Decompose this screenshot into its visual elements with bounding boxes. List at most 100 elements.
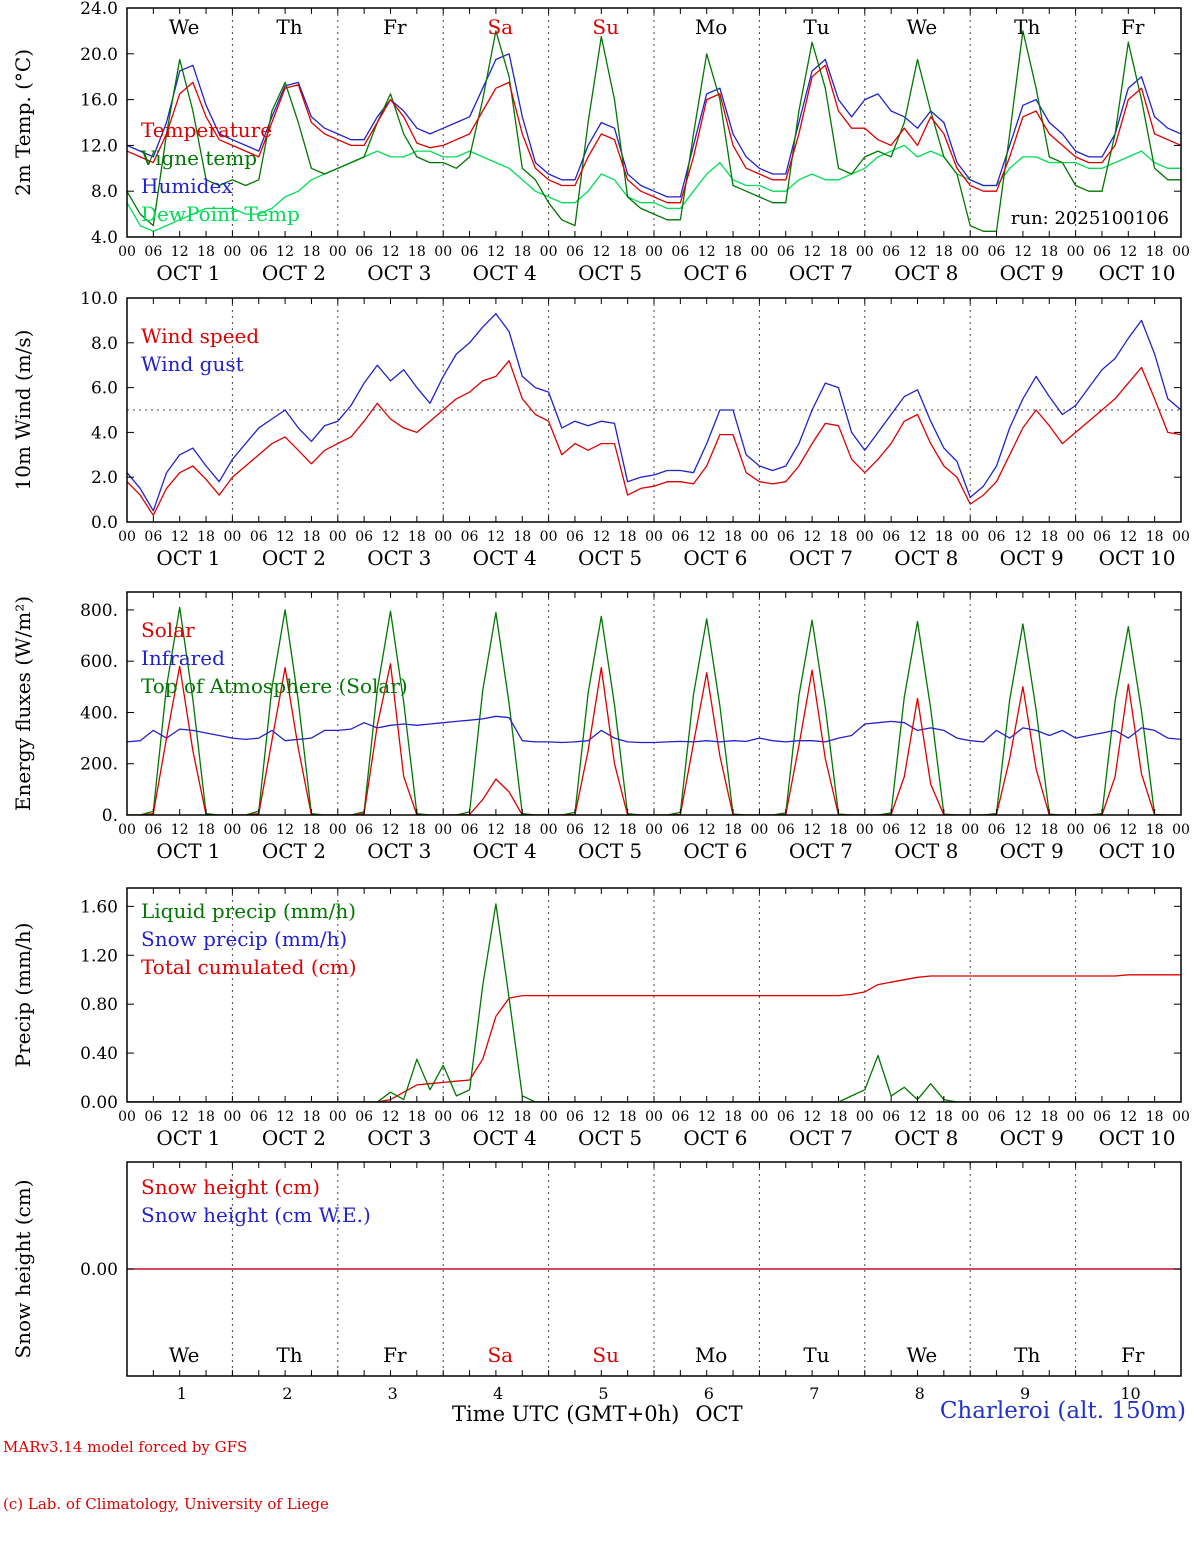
hour-label: 12 — [698, 822, 716, 838]
hour-label: 00 — [750, 244, 768, 260]
hour-label: 12 — [382, 529, 400, 545]
weekday-label: Mo — [695, 15, 728, 39]
weekday-label: Th — [1014, 15, 1040, 39]
hour-label: 06 — [988, 822, 1006, 838]
y-tick-label: 6.0 — [91, 379, 118, 399]
weekday-label: Sa — [487, 15, 513, 39]
hour-label: 00 — [118, 822, 136, 838]
hour-label: 18 — [1040, 822, 1058, 838]
hour-label: 00 — [329, 529, 347, 545]
hour-label: 00 — [118, 1109, 136, 1125]
run-label: run: 2025100106 — [1011, 208, 1169, 229]
day-label: OCT 8 — [894, 1126, 958, 1150]
day-number-label: 4 — [493, 1384, 503, 1403]
y-tick-label: 2.0 — [91, 468, 118, 488]
day-label: OCT 2 — [262, 1126, 326, 1150]
hour-label: 12 — [1014, 244, 1032, 260]
hour-label: 06 — [144, 529, 162, 545]
hour-label: 12 — [1119, 822, 1137, 838]
hour-label: 18 — [1146, 1109, 1164, 1125]
hour-label: 12 — [1014, 1109, 1032, 1125]
day-label: OCT 10 — [1099, 261, 1176, 285]
weekday-label: Su — [592, 1343, 619, 1367]
day-label: OCT 7 — [789, 546, 853, 570]
hour-label: 12 — [171, 1109, 189, 1125]
hour-label: 00 — [540, 1109, 558, 1125]
hour-label: 12 — [382, 244, 400, 260]
hour-label: 06 — [461, 822, 479, 838]
hour-label: 00 — [1172, 1109, 1190, 1125]
hour-label: 18 — [513, 529, 531, 545]
hour-label: 06 — [882, 822, 900, 838]
y-tick-label: 8.0 — [91, 182, 118, 202]
hour-label: 06 — [144, 1109, 162, 1125]
weekday-label: Th — [1014, 1343, 1040, 1367]
day-label: OCT 6 — [683, 839, 747, 863]
credit-line-2: (c) Lab. of Climatology, University of L… — [3, 1495, 329, 1513]
hour-label: 18 — [197, 529, 215, 545]
series-top-of-atmosphere-solar- — [127, 606, 1181, 815]
day-label: OCT 10 — [1099, 839, 1176, 863]
hour-label: 18 — [935, 822, 953, 838]
day-number-label: 10 — [1120, 1384, 1140, 1403]
day-label: OCT 7 — [789, 1126, 853, 1150]
legend-entry: Wind gust — [141, 352, 244, 376]
series-vigne-temp — [127, 30, 1181, 232]
y-tick-label: 4.0 — [91, 228, 118, 248]
y-tick-label: 800. — [80, 601, 118, 621]
weekday-label: Fr — [1121, 15, 1145, 39]
hour-label: 06 — [988, 529, 1006, 545]
hour-label: 12 — [276, 1109, 294, 1125]
day-label: OCT 9 — [1000, 1126, 1064, 1150]
energy-series-group — [127, 606, 1181, 815]
weekday-label: We — [169, 1343, 200, 1367]
legend-entry: Top of Atmosphere (Solar) — [141, 674, 408, 698]
hour-label: 06 — [1093, 1109, 1111, 1125]
hour-label: 18 — [303, 529, 321, 545]
hour-label: 12 — [803, 1109, 821, 1125]
day-label: OCT 3 — [367, 261, 431, 285]
hour-label: 12 — [487, 529, 505, 545]
hour-label: 18 — [935, 244, 953, 260]
model-credits: MARv3.14 model forced by GFS (c) Lab. of… — [3, 1400, 329, 1552]
hour-label: 06 — [988, 244, 1006, 260]
hour-label: 12 — [592, 529, 610, 545]
hour-label: 12 — [592, 822, 610, 838]
hour-label: 00 — [1067, 822, 1085, 838]
y-tick-label: 600. — [80, 652, 118, 672]
hour-label: 18 — [830, 822, 848, 838]
weekday-label: Th — [276, 15, 302, 39]
hour-label: 06 — [355, 244, 373, 260]
xaxis-title: Time UTC (GMT+0h) OCT — [452, 1402, 743, 1426]
hour-label: 12 — [909, 529, 927, 545]
y-tick-label: 4.0 — [91, 423, 118, 443]
temp-series-group — [127, 30, 1181, 232]
hour-label: 18 — [197, 1109, 215, 1125]
hour-label: 06 — [566, 529, 584, 545]
hour-label: 12 — [382, 822, 400, 838]
hour-label: 12 — [803, 244, 821, 260]
day-label: OCT 1 — [156, 546, 220, 570]
hour-label: 12 — [1119, 529, 1137, 545]
hour-label: 18 — [1146, 244, 1164, 260]
y-tick-label: 0.40 — [80, 1044, 118, 1064]
hour-label: 00 — [434, 822, 452, 838]
hour-label: 00 — [961, 822, 979, 838]
hour-label: 12 — [698, 244, 716, 260]
hour-label: 18 — [1146, 529, 1164, 545]
day-number-label: 3 — [388, 1384, 398, 1403]
y-tick-label: 1.20 — [80, 946, 118, 966]
precip-series-group — [127, 903, 1181, 1102]
hour-label: 00 — [329, 1109, 347, 1125]
hour-label: 18 — [197, 822, 215, 838]
hour-label: 18 — [830, 244, 848, 260]
legend-entry: DewPoint Temp — [141, 202, 300, 226]
day-label: OCT 4 — [473, 546, 537, 570]
hour-label: 18 — [408, 244, 426, 260]
y-axis-title: Snow height (cm) — [11, 1179, 35, 1358]
y-tick-label: 0.0 — [91, 513, 118, 533]
hour-label: 12 — [276, 244, 294, 260]
day-label: OCT 5 — [578, 839, 642, 863]
weekday-label: We — [907, 1343, 938, 1367]
day-label: OCT 7 — [789, 261, 853, 285]
